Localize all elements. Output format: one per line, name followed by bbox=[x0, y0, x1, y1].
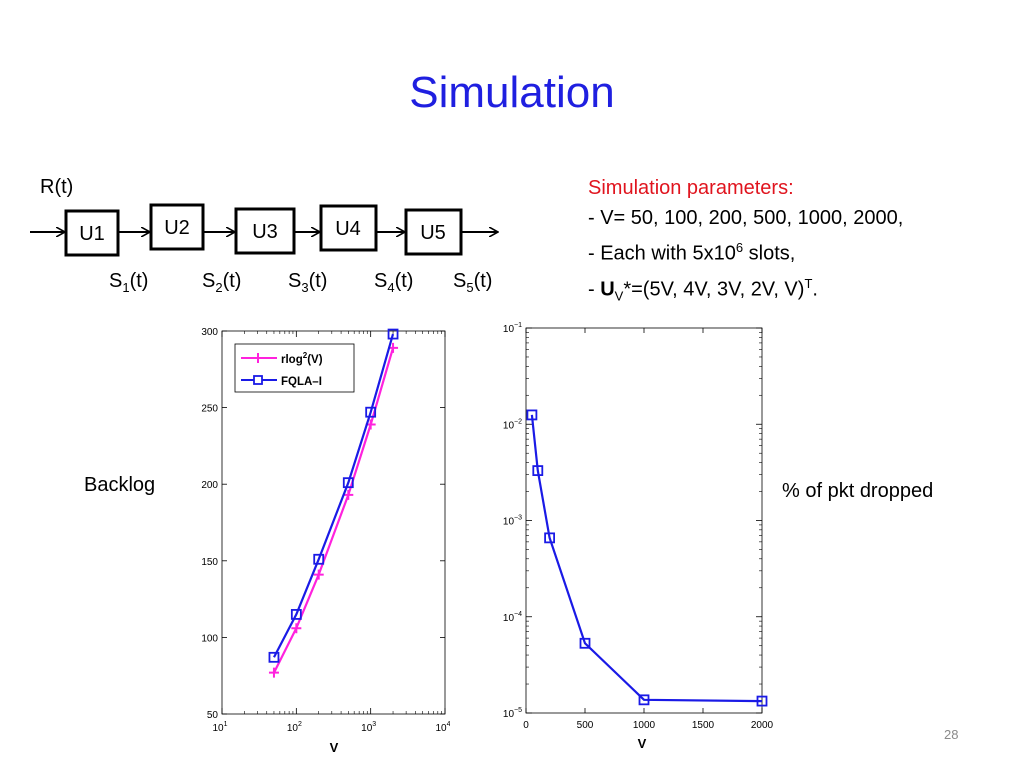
right-x-tick-label: 2000 bbox=[751, 720, 774, 731]
queue-u5: U5 bbox=[404, 208, 463, 256]
server-label-4: S4(t) bbox=[374, 270, 413, 295]
right-series-0-point bbox=[526, 409, 538, 421]
queue-box-u4 bbox=[319, 204, 378, 252]
right-x-tick-label: 500 bbox=[577, 720, 594, 731]
left-x-tick-label: 102 bbox=[287, 721, 302, 734]
legend-marker-square bbox=[253, 375, 263, 385]
left-series-1-point bbox=[387, 328, 399, 340]
left-series-1-point bbox=[342, 477, 354, 489]
left-x-axis-label: V bbox=[330, 740, 339, 755]
backlog-chart: 50 100 150 200 250 300 101 102 103 104 rlog2(V) F… bbox=[201, 327, 450, 755]
left-y-tick-label: 50 bbox=[207, 710, 219, 721]
right-series-0-point bbox=[638, 694, 650, 706]
right-x-tick-label: 1000 bbox=[633, 720, 656, 731]
left-legend: rlog2(V) FQLA–I bbox=[234, 343, 355, 393]
left-series-1-point bbox=[313, 553, 325, 565]
dropped-chart: 10−5 10−4 10−3 10−2 10−1 0 500 1000 1500 2000 V bbox=[503, 322, 774, 751]
left-y-tick-label: 250 bbox=[201, 404, 218, 415]
right-series-0-point bbox=[544, 532, 555, 544]
left-series-1-point bbox=[365, 406, 377, 418]
left-y-tick-label: 200 bbox=[201, 480, 218, 491]
u-subscript: V bbox=[614, 288, 624, 304]
u-vector: *=(5V, 4V, 3V, 2V, V) bbox=[623, 278, 805, 301]
server-label-1: S1(t) bbox=[109, 270, 148, 295]
left-x-tick-label: 103 bbox=[361, 721, 376, 734]
queue-u2: U2 bbox=[149, 203, 205, 251]
u-dash: - bbox=[588, 278, 601, 301]
left-series-1-point bbox=[290, 609, 302, 620]
server-labels: S1(t) S2(t) S3(t) S4(t) S5(t) bbox=[109, 270, 492, 295]
slide-title: Simulation bbox=[409, 68, 615, 117]
left-series-0-point bbox=[343, 489, 354, 500]
u-transpose: T bbox=[804, 275, 813, 291]
slots-tail: slots, bbox=[743, 242, 796, 265]
left-plot-frame bbox=[221, 330, 446, 715]
queue-label-u1: U1 bbox=[79, 223, 105, 245]
simulation-parameters: Simulation parameters: - V= 50, 100, 200… bbox=[588, 173, 903, 311]
queue-label-u2: U2 bbox=[164, 217, 190, 239]
left-series-line-1 bbox=[273, 333, 395, 658]
left-x-tick-label: 101 bbox=[212, 721, 227, 734]
right-series-0-point bbox=[756, 695, 768, 707]
slots-text: - Each with 5x10 bbox=[588, 242, 736, 265]
right-y-tick-label: 10−1 bbox=[503, 322, 522, 335]
left-series-0-point bbox=[313, 569, 324, 580]
legend-label-fqla: FQLA–I bbox=[281, 376, 322, 388]
right-x-tick-label: 0 bbox=[523, 720, 529, 731]
right-y-tick-label: 10−3 bbox=[503, 515, 522, 528]
queue-u4: U4 bbox=[319, 204, 378, 252]
left-series-0-point bbox=[291, 623, 302, 634]
queue-box-u5 bbox=[404, 208, 463, 256]
right-series-0-point bbox=[532, 465, 544, 476]
right-plot-frame bbox=[525, 327, 763, 714]
right-series-line-0 bbox=[530, 414, 763, 703]
legend-label-rlog: rlog2(V) bbox=[281, 351, 323, 366]
queue-box-u2 bbox=[149, 203, 205, 251]
right-series-0-point bbox=[579, 637, 591, 649]
left-y-tick-label: 150 bbox=[201, 557, 218, 568]
left-y-tick-label: 300 bbox=[201, 327, 218, 338]
queue-u3: U3 bbox=[234, 207, 296, 255]
u-symbol: U bbox=[600, 278, 615, 301]
legend-marker-plus bbox=[253, 353, 263, 363]
left-y-tick-label: 100 bbox=[201, 633, 218, 644]
parameters-line-u: - UV*=(5V, 4V, 3V, 2V, V)T. bbox=[588, 269, 903, 312]
server-label-5: S5(t) bbox=[453, 270, 492, 295]
queue-label-u4: U4 bbox=[335, 218, 361, 240]
right-y-tick-label: 10−2 bbox=[503, 418, 522, 431]
dropped-label: % of pkt dropped bbox=[782, 480, 934, 502]
input-rate-label: R(t) bbox=[40, 176, 73, 198]
left-series-1-point bbox=[268, 651, 280, 663]
left-series-0-point bbox=[268, 667, 279, 678]
slots-exponent: 6 bbox=[735, 240, 744, 255]
queue-label-u5: U5 bbox=[420, 222, 446, 244]
parameters-line-slots: - Each with 5x106 slots, bbox=[588, 233, 903, 269]
right-x-axis-label: V bbox=[638, 736, 647, 751]
parameters-heading: Simulation parameters: bbox=[588, 177, 794, 199]
server-label-3: S3(t) bbox=[288, 270, 327, 295]
right-x-tick-label: 1500 bbox=[692, 720, 715, 731]
parameters-line-v: - V= 50, 100, 200, 500, 1000, 2000, bbox=[588, 207, 904, 229]
left-x-tick-label: 104 bbox=[435, 721, 450, 734]
right-y-tick-label: 10−4 bbox=[503, 611, 522, 624]
u-end: . bbox=[812, 278, 818, 301]
server-label-2: S2(t) bbox=[202, 270, 241, 295]
queue-u1: U1 bbox=[64, 209, 120, 257]
backlog-label: Backlog bbox=[84, 474, 156, 496]
page-number: 28 bbox=[944, 727, 959, 742]
queue-label-u3: U3 bbox=[252, 221, 278, 243]
right-y-tick-label: 10−5 bbox=[503, 707, 522, 720]
